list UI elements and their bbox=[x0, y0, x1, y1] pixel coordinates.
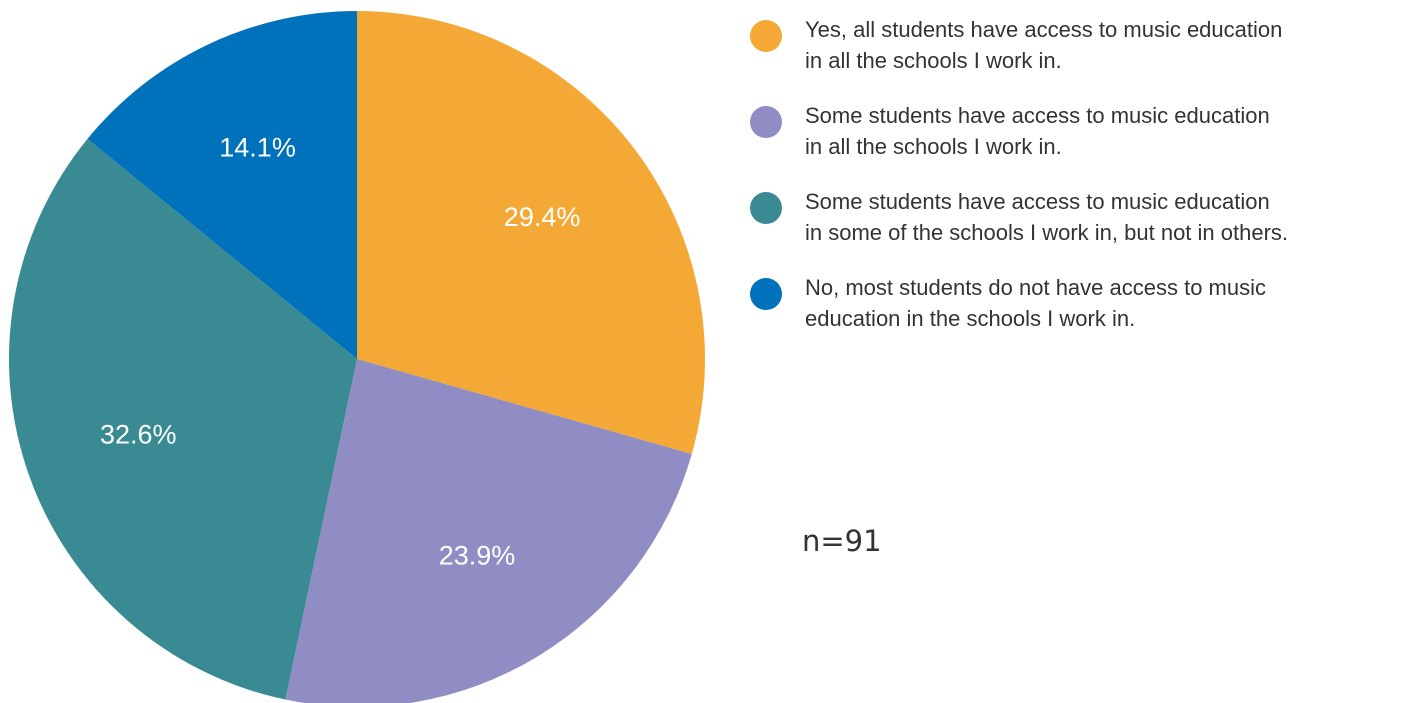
legend-item-3: Some students have access to music educa… bbox=[750, 186, 1400, 248]
pie-slice-2 bbox=[285, 359, 692, 703]
legend: Yes, all students have access to music e… bbox=[750, 14, 1400, 358]
slice-value-label-4: 14.1% bbox=[219, 133, 296, 163]
pie-slice-1 bbox=[357, 11, 705, 454]
legend-item-4: No, most students do not have access to … bbox=[750, 272, 1400, 334]
legend-item-2: Some students have access to music educa… bbox=[750, 100, 1400, 162]
slice-value-label-1: 29.4% bbox=[504, 202, 581, 232]
legend-label: No, most students do not have access to … bbox=[805, 275, 1267, 331]
legend-label: Yes, all students have access to music e… bbox=[805, 17, 1283, 73]
pie-chart: 29.4% 23.9% 32.6% 14.1% bbox=[9, 11, 705, 703]
legend-label: Some students have access to music educa… bbox=[805, 189, 1289, 245]
slice-value-label-2: 23.9% bbox=[439, 541, 516, 571]
legend-label: Some students have access to music educa… bbox=[805, 103, 1270, 159]
slice-value-label-3: 32.6% bbox=[100, 419, 177, 449]
pie-slice-4 bbox=[87, 11, 358, 359]
legend-item-1: Yes, all students have access to music e… bbox=[750, 14, 1400, 76]
legend-swatch-icon bbox=[750, 278, 782, 310]
legend-swatch-icon bbox=[750, 20, 782, 52]
sample-size-note: n=91 bbox=[802, 524, 882, 558]
pie-slice-3 bbox=[9, 138, 357, 700]
legend-swatch-icon bbox=[750, 106, 782, 138]
legend-swatch-icon bbox=[750, 192, 782, 224]
